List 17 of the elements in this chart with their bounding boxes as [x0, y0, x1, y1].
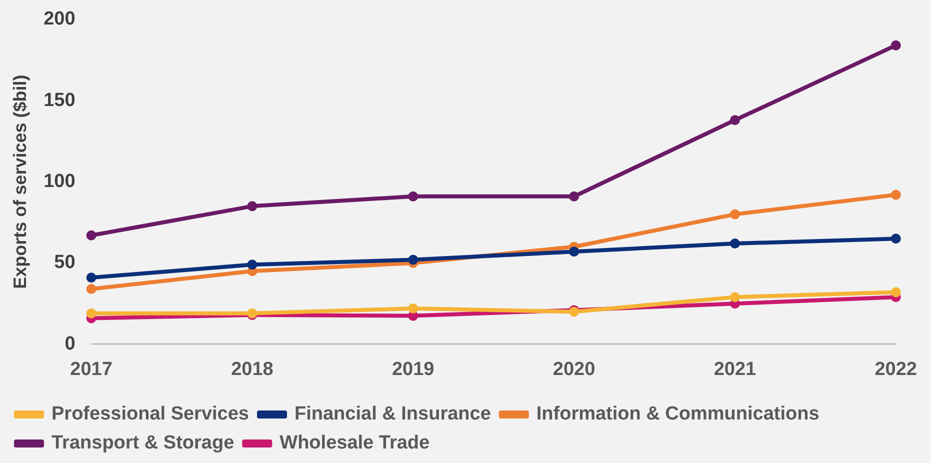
legend-label: Professional Services	[52, 404, 249, 425]
y-axis-title: Exports of services ($bil)	[10, 74, 30, 289]
legend-label: Wholesale Trade	[280, 432, 430, 454]
x-tick-label: 2018	[231, 358, 274, 380]
x-tick-label: 2017	[70, 358, 112, 380]
y-tick-label: 200	[44, 8, 76, 30]
x-tick-label: 2020	[552, 358, 596, 380]
legend-label: Information & Communications	[536, 404, 820, 425]
legend-label: Financial & Insurance	[294, 404, 491, 425]
y-tick-label: 150	[44, 90, 76, 111]
y-tick-label: 50	[54, 252, 76, 274]
y-tick-label: 100	[44, 171, 76, 192]
x-tick-label: 2022	[874, 358, 918, 380]
x-tick-label: 2021	[714, 358, 757, 380]
x-tick-label: 2019	[392, 358, 434, 380]
legend-label: Transport & Storage	[52, 432, 234, 454]
y-tick-label: 0	[64, 333, 76, 354]
